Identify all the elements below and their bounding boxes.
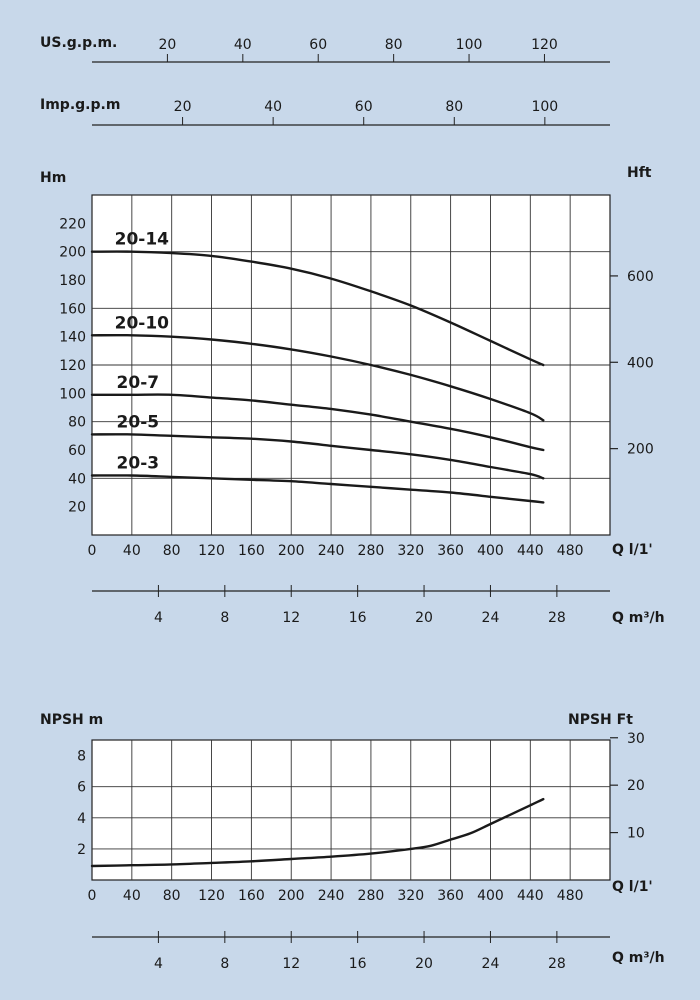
head-y-tick-label: 180 xyxy=(59,273,86,289)
head-x-tick-label: 480 xyxy=(557,543,584,559)
head-y-tick-label: 80 xyxy=(68,415,86,431)
curve-label-20-14: 20-14 xyxy=(115,230,170,250)
npsh-m3h-axis-label: Q m³/h xyxy=(612,950,665,966)
head-x-tick-label: 360 xyxy=(437,543,464,559)
us-gpm-label: US.g.p.m. xyxy=(40,35,117,51)
head-x-axis-label: Q l/1' xyxy=(612,542,653,558)
head-x-tick-label: 240 xyxy=(318,543,345,559)
npsh-m3h-tick-label: 24 xyxy=(482,956,500,972)
head-m3h-tick-label: 12 xyxy=(282,610,300,626)
head-y-axis-right-label: Hft xyxy=(627,165,652,181)
head-y-right-tick-label: 400 xyxy=(627,355,654,371)
head-y-tick-label: 140 xyxy=(59,330,86,346)
npsh-y-tick-label: 4 xyxy=(77,811,86,827)
head-m3h-tick-label: 16 xyxy=(349,610,367,626)
npsh-m3h-tick-label: 4 xyxy=(154,956,163,972)
curve-label-20-10: 20-10 xyxy=(115,313,170,333)
curve-label-20-5: 20-5 xyxy=(117,412,160,432)
imp-gpm-tick-label: 40 xyxy=(264,99,282,115)
npsh-m3h-tick-label: 8 xyxy=(220,956,229,972)
head-y-right-tick-label: 200 xyxy=(627,442,654,458)
head-x-tick-label: 80 xyxy=(163,543,181,559)
npsh-x-tick-label: 440 xyxy=(517,888,544,904)
head-curve-20-14 xyxy=(90,250,545,367)
head-x-tick-label: 440 xyxy=(517,543,544,559)
head-m3h-tick-label: 4 xyxy=(154,610,163,626)
head-x-tick-label: 160 xyxy=(238,543,265,559)
us-gpm-tick-label: 80 xyxy=(385,37,403,53)
head-curve-20-5 xyxy=(90,433,545,480)
head-y-tick-label: 60 xyxy=(68,443,86,459)
imp-gpm-label: Imp.g.p.m xyxy=(40,97,120,113)
npsh-x-tick-label: 360 xyxy=(437,888,464,904)
curve-label-20-3: 20-3 xyxy=(117,454,160,474)
head-x-tick-label: 40 xyxy=(123,543,141,559)
head-x-tick-label: 0 xyxy=(88,543,97,559)
head-curve-20-7 xyxy=(90,393,545,452)
imp-gpm-tick-label: 80 xyxy=(445,99,463,115)
us-gpm-scale: US.g.p.m. 20 40 60 80 100 120 xyxy=(40,35,610,63)
us-gpm-tick-label: 100 xyxy=(456,37,483,53)
head-x-tick-label: 200 xyxy=(278,543,305,559)
npsh-y-right-tick-label: 20 xyxy=(627,778,645,794)
npsh-y-tick-label: 2 xyxy=(77,842,86,858)
head-x-tick-label: 400 xyxy=(477,543,504,559)
head-m3h-axis-label: Q m³/h xyxy=(612,610,665,626)
head-m3h-tick-label: 20 xyxy=(415,610,433,626)
npsh-x-tick-label: 120 xyxy=(198,888,225,904)
head-y-axis-label: Hm xyxy=(40,170,66,186)
npsh-y-right-tick-label: 10 xyxy=(627,826,645,842)
npsh-y-axis-right-label: NPSH Ft xyxy=(568,712,633,728)
head-curve-20-10 xyxy=(90,333,545,422)
us-gpm-tick-label: 40 xyxy=(234,37,252,53)
npsh-x-tick-label: 40 xyxy=(123,888,141,904)
npsh-y-tick-label: 8 xyxy=(77,749,86,765)
npsh-x-tick-label: 160 xyxy=(238,888,265,904)
head-y-tick-label: 120 xyxy=(59,358,86,374)
npsh-m3h-tick-label: 20 xyxy=(415,956,433,972)
npsh-m3h-tick-label: 12 xyxy=(282,956,300,972)
imp-gpm-tick-label: 100 xyxy=(531,99,558,115)
us-gpm-tick-label: 120 xyxy=(531,37,558,53)
head-y-right-tick-label: 600 xyxy=(627,269,654,285)
npsh-x-tick-label: 0 xyxy=(88,888,97,904)
npsh-x-tick-label: 280 xyxy=(358,888,385,904)
head-curve-20-3 xyxy=(90,474,545,504)
imp-gpm-tick-label: 20 xyxy=(174,99,192,115)
npsh-x-tick-label: 80 xyxy=(163,888,181,904)
npsh-x-tick-label: 400 xyxy=(477,888,504,904)
npsh-y-axis-label: NPSH m xyxy=(40,712,103,728)
head-m3h-tick-label: 28 xyxy=(548,610,566,626)
us-gpm-tick-label: 60 xyxy=(309,37,327,53)
npsh-curve-npsh xyxy=(90,797,545,868)
npsh-m3h-tick-label: 28 xyxy=(548,956,566,972)
us-gpm-tick-label: 20 xyxy=(158,37,176,53)
head-m3h-tick-label: 24 xyxy=(482,610,500,626)
imp-gpm-tick-label: 60 xyxy=(355,99,373,115)
npsh-x-tick-label: 480 xyxy=(557,888,584,904)
head-y-tick-label: 220 xyxy=(59,216,86,232)
npsh-x-tick-label: 240 xyxy=(318,888,345,904)
head-x-tick-label: 320 xyxy=(397,543,424,559)
npsh-x-tick-label: 320 xyxy=(397,888,424,904)
npsh-x-tick-label: 200 xyxy=(278,888,305,904)
head-x-tick-label: 120 xyxy=(198,543,225,559)
head-m3h-tick-label: 8 xyxy=(220,610,229,626)
npsh-plot-area xyxy=(91,739,611,881)
head-y-tick-label: 160 xyxy=(59,301,86,317)
npsh-x-axis-label: Q l/1' xyxy=(612,879,653,895)
npsh-m3h-tick-label: 16 xyxy=(349,956,367,972)
npsh-y-tick-label: 6 xyxy=(77,780,86,796)
head-y-tick-label: 40 xyxy=(68,471,86,487)
head-y-tick-label: 200 xyxy=(59,245,86,261)
imp-gpm-scale: Imp.g.p.m 20 40 60 80 100 xyxy=(40,97,610,126)
head-y-tick-label: 100 xyxy=(59,386,86,402)
curve-label-20-7: 20-7 xyxy=(117,373,160,393)
head-y-tick-label: 20 xyxy=(68,500,86,516)
npsh-y-right-tick-label: 30 xyxy=(627,731,645,747)
head-x-tick-label: 280 xyxy=(358,543,385,559)
